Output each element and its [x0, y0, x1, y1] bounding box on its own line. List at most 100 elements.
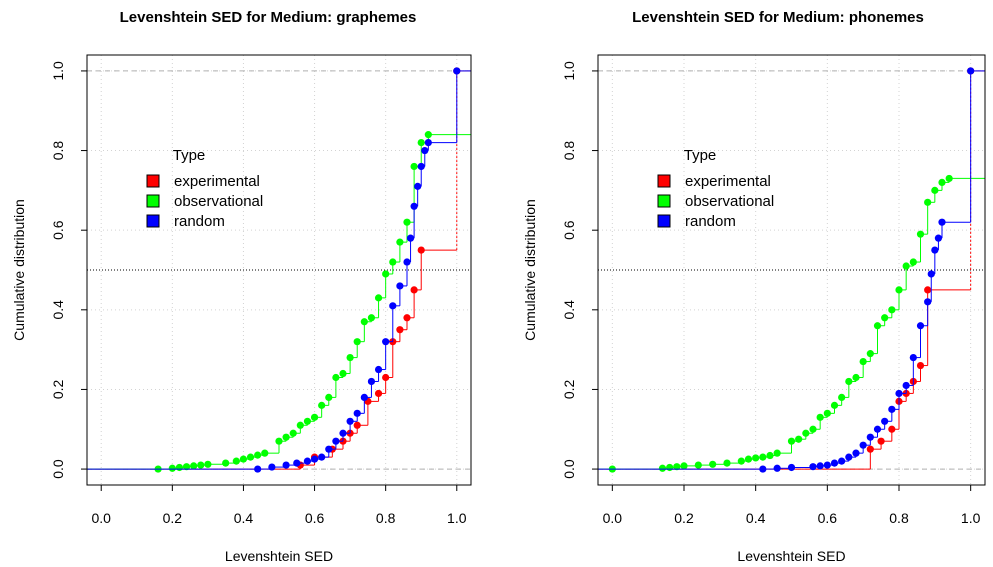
series-point: [339, 369, 347, 378]
chart-panel-2: Levenshtein SED for Medium: phonemes 0.0 0…: [522, 9, 986, 564]
series-point: [318, 453, 326, 461]
series-point: [895, 286, 903, 294]
y-tick-label: 0.4: [50, 300, 66, 320]
y-tick-label: 1.0: [561, 61, 577, 81]
series-point: [752, 454, 760, 462]
legend: Type experimental observational random: [657, 147, 774, 230]
series-point: [353, 409, 361, 417]
series-random: [87, 67, 471, 473]
x-tick-label: 1.0: [961, 510, 981, 526]
series-point: [877, 437, 885, 445]
series-point: [838, 457, 846, 465]
series-point: [282, 461, 290, 469]
series-point: [254, 451, 262, 459]
series-point: [916, 361, 925, 370]
x-tick-label: 0.2: [163, 510, 183, 526]
series-point: [967, 67, 975, 75]
series-point: [374, 294, 383, 302]
series-point: [809, 425, 817, 433]
legend-entry: experimental: [174, 173, 260, 190]
series-point: [845, 377, 853, 386]
x-tick-label: 0.6: [305, 510, 325, 526]
series-point: [396, 282, 404, 290]
series-point: [931, 246, 939, 254]
legend-title: Type: [684, 147, 717, 164]
series-experimental: [87, 67, 471, 470]
legend-swatch: [146, 174, 160, 188]
series-point: [859, 357, 867, 366]
series-point: [339, 429, 347, 437]
series-point: [360, 393, 368, 402]
series-point: [360, 318, 368, 326]
chart-title: Levenshtein SED for Medium: graphemes: [120, 9, 417, 26]
series-point: [275, 437, 283, 445]
series-point: [332, 373, 340, 382]
series-point: [182, 463, 191, 471]
series-point: [673, 463, 681, 471]
series-point: [417, 246, 425, 254]
series-point: [924, 198, 932, 206]
series-point: [246, 453, 255, 461]
series-point: [289, 429, 297, 437]
legend-entry: observational: [685, 193, 774, 210]
series-point: [374, 389, 383, 398]
series-experimental: [598, 67, 985, 470]
series-point: [332, 437, 340, 445]
series-point: [916, 322, 925, 330]
series-point: [168, 464, 176, 472]
series-point: [406, 234, 415, 242]
series-point: [303, 457, 312, 465]
series-point: [417, 162, 425, 171]
series-point: [410, 202, 418, 210]
series-point: [268, 463, 276, 471]
series-point: [680, 462, 688, 470]
series-point: [902, 262, 910, 270]
series-point: [421, 146, 429, 155]
series-point: [709, 460, 717, 468]
series-point: [823, 461, 831, 469]
series-point: [852, 373, 860, 382]
series-point: [282, 433, 290, 441]
x-tick-label: 0.4: [234, 510, 254, 526]
y-tick-label: 1.0: [50, 61, 66, 81]
series-point: [866, 445, 874, 453]
series-point: [816, 462, 824, 470]
series-point: [859, 441, 867, 449]
y-tick-label: 0.2: [50, 380, 66, 400]
series-point: [382, 373, 390, 382]
series-point: [403, 314, 411, 322]
series-observational: [598, 174, 985, 473]
series-point: [809, 463, 817, 471]
series-point: [222, 459, 230, 467]
series-point: [916, 230, 925, 238]
series-point: [816, 413, 824, 421]
series-point: [802, 429, 810, 437]
series-point: [924, 286, 932, 294]
series-point: [666, 463, 674, 472]
legend-swatch: [657, 174, 671, 188]
series-point: [737, 457, 745, 465]
legend-entry: random: [174, 213, 225, 230]
series-point: [787, 437, 796, 445]
series-point: [346, 417, 354, 425]
series-observational: [87, 131, 471, 473]
series-point: [873, 425, 882, 433]
legend: Type experimental observational random: [146, 147, 263, 230]
series-point: [382, 338, 390, 346]
series-point: [374, 365, 383, 374]
y-tick-label: 0.8: [561, 141, 577, 161]
series-point: [881, 417, 889, 425]
x-tick-label: 1.0: [447, 510, 467, 526]
x-tick-label: 0.8: [889, 510, 909, 526]
legend-swatch: [146, 214, 160, 228]
y-tick-label: 0.6: [50, 220, 66, 240]
series-point: [310, 413, 319, 421]
series-point: [254, 465, 262, 473]
series-point: [296, 421, 304, 429]
series-point: [927, 270, 935, 278]
series-point: [453, 67, 461, 75]
series-point: [866, 350, 874, 358]
plot-frame: [597, 54, 986, 486]
series-point: [197, 461, 205, 469]
